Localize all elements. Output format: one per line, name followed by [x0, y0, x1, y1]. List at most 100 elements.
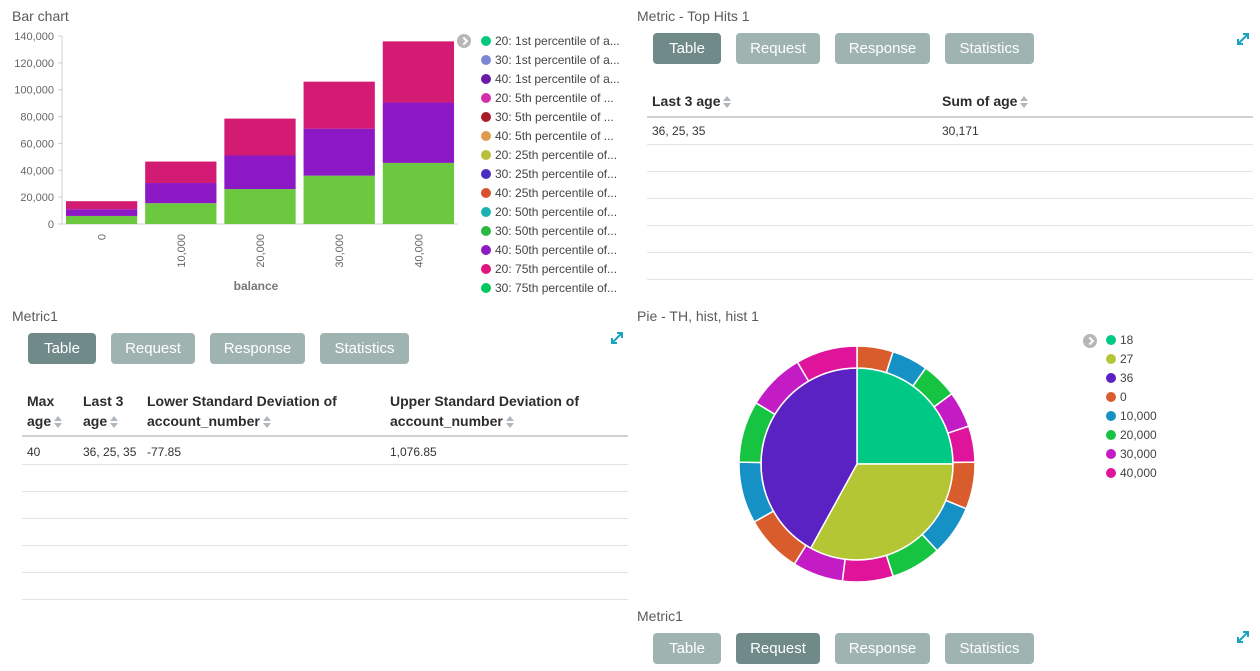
column-header-last-3-age[interactable]: Last 3 age — [83, 393, 124, 429]
legend-label: 30: 5th percentile of ... — [495, 110, 614, 124]
legend-label: 20: 25th percentile of... — [495, 148, 618, 162]
bar-segment[interactable] — [145, 161, 217, 184]
legend-toggle-icon[interactable] — [457, 34, 471, 48]
tab-table[interactable]: Table — [28, 333, 96, 364]
legend-item[interactable]: 20: 75th percentile of... — [481, 262, 617, 276]
pie-outer-slice[interactable] — [796, 345, 858, 383]
bar-segment[interactable] — [145, 203, 217, 224]
row-divider — [647, 171, 1253, 172]
legend-toggle-icon[interactable] — [1083, 334, 1097, 348]
sort-icon — [1020, 96, 1029, 109]
legend-label: 20: 5th percentile of ... — [495, 91, 614, 105]
bar-segment[interactable] — [145, 183, 217, 204]
sort-icon — [110, 416, 119, 429]
legend-item[interactable]: 20: 1st percentile of a... — [481, 34, 620, 48]
bar-segment[interactable] — [224, 155, 296, 190]
legend-item[interactable]: 40: 1st percentile of a... — [481, 72, 620, 86]
tab-response[interactable]: Response — [835, 633, 930, 664]
bar-segment[interactable] — [382, 162, 455, 224]
x-axis-title: balance — [234, 279, 279, 293]
tab-table[interactable]: Table — [653, 633, 721, 664]
bar-segment[interactable] — [224, 118, 296, 156]
tab-statistics[interactable]: Statistics — [320, 333, 409, 364]
legend-item[interactable]: 30: 50th percentile of... — [481, 224, 617, 238]
bar-segment[interactable] — [382, 41, 455, 103]
legend-label: 30: 50th percentile of... — [495, 224, 618, 238]
tab-response[interactable]: Response — [210, 333, 305, 364]
tab-request[interactable]: Request — [736, 33, 820, 64]
legend-item[interactable]: 30: 1st percentile of a... — [481, 53, 620, 67]
expand-icon[interactable] — [1237, 33, 1249, 45]
tab-request[interactable]: Request — [111, 333, 195, 364]
x-tick-label: 20,000 — [255, 234, 267, 268]
x-tick-label: 30,000 — [334, 234, 346, 268]
bar-legend: 20: 1st percentile of a... 30: 1st percen… — [481, 34, 631, 299]
legend-item[interactable]: 40,000 — [1106, 466, 1157, 480]
legend-dot-icon — [1106, 392, 1116, 402]
row-divider — [22, 599, 628, 600]
legend-dot-icon — [1106, 335, 1116, 345]
row-divider — [22, 464, 628, 465]
column-header-upper-std-dev[interactable]: Upper Standard Deviation of account_numb… — [390, 393, 580, 429]
legend-item[interactable]: 30: 5th percentile of ... — [481, 110, 614, 124]
column-header-last-3-age[interactable]: Last 3 age — [652, 91, 732, 111]
column-header-max-age[interactable]: Max age — [27, 391, 63, 431]
pie-outer-slice[interactable] — [841, 554, 895, 583]
legend-item[interactable]: 18 — [1106, 333, 1133, 347]
bar-segment[interactable] — [65, 201, 138, 210]
legend-dot-icon — [481, 188, 491, 198]
tab-request[interactable]: Request — [736, 633, 820, 664]
bar-segment[interactable] — [224, 189, 296, 224]
legend-dot-icon — [481, 36, 491, 46]
bar-segment[interactable] — [65, 209, 138, 216]
table-cell: -77.85 — [147, 445, 182, 459]
legend-item[interactable]: 10,000 — [1106, 409, 1157, 423]
pie-chart — [738, 345, 976, 583]
row-divider — [647, 279, 1253, 280]
column-header-sum-of-age[interactable]: Sum of age — [942, 91, 1029, 111]
bar-segment[interactable] — [303, 175, 375, 224]
row-divider — [647, 252, 1253, 253]
expand-icon[interactable] — [1237, 631, 1249, 643]
bar-segment[interactable] — [303, 81, 375, 129]
sort-icon — [54, 416, 63, 429]
legend-item[interactable]: 40: 25th percentile of... — [481, 186, 617, 200]
tab-table[interactable]: Table — [653, 33, 721, 64]
expand-icon[interactable] — [611, 332, 623, 344]
legend-item[interactable]: 27 — [1106, 352, 1133, 366]
tab-response[interactable]: Response — [835, 33, 930, 64]
legend-item[interactable]: 20,000 — [1106, 428, 1157, 442]
legend-label: 20: 1st percentile of a... — [495, 34, 620, 48]
row-divider — [647, 198, 1253, 199]
legend-item[interactable]: 20: 50th percentile of... — [481, 205, 617, 219]
legend-dot-icon — [481, 264, 491, 274]
legend-item[interactable]: 30,000 — [1106, 447, 1157, 461]
legend-label: 10,000 — [1120, 409, 1157, 423]
legend-label: 30: 25th percentile of... — [495, 167, 618, 181]
legend-item[interactable]: 20: 25th percentile of... — [481, 148, 617, 162]
header-divider — [647, 116, 1253, 118]
legend-item[interactable]: 40: 5th percentile of ... — [481, 129, 614, 143]
legend-item[interactable]: 30: 75th percentile of... — [481, 281, 617, 295]
legend-item[interactable]: 36 — [1106, 371, 1133, 385]
legend-label: 36 — [1120, 371, 1134, 385]
table-cell: 30,171 — [942, 124, 979, 138]
y-tick-label: 100,000 — [14, 85, 54, 97]
legend-dot-icon — [1106, 354, 1116, 364]
legend-dot-icon — [481, 131, 491, 141]
bar-segment[interactable] — [65, 215, 138, 224]
column-header-lower-std-dev[interactable]: Lower Standard Deviation of account_numb… — [147, 393, 337, 429]
legend-item[interactable]: 0 — [1106, 390, 1127, 404]
tab-statistics[interactable]: Statistics — [945, 33, 1034, 64]
x-tick-label: 40,000 — [413, 234, 425, 268]
legend-item[interactable]: 30: 25th percentile of... — [481, 167, 617, 181]
legend-label: 18 — [1120, 333, 1134, 347]
legend-item[interactable]: 40: 50th percentile of... — [481, 243, 617, 257]
bar-segment[interactable] — [382, 102, 455, 163]
legend-label: 0 — [1120, 390, 1127, 404]
legend-dot-icon — [481, 55, 491, 65]
bar-segment[interactable] — [303, 128, 375, 176]
tab-statistics[interactable]: Statistics — [945, 633, 1034, 664]
y-tick-label: 40,000 — [20, 165, 54, 177]
legend-item[interactable]: 20: 5th percentile of ... — [481, 91, 614, 105]
